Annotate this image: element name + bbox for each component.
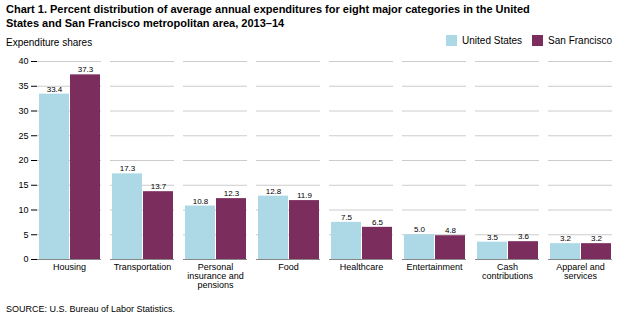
- svg-text:12.8: 12.8: [266, 186, 282, 195]
- html-text:United States: United States: [462, 34, 523, 46]
- html-text:Chart 1. Percent distribution: Chart 1. Percent distribution of average…: [6, 3, 530, 29]
- svg-text:3.2: 3.2: [591, 234, 603, 243]
- svg-text:Personalinsurance andpensions: Personalinsurance andpensions: [187, 261, 244, 289]
- html-text:Expenditure shares: Expenditure shares: [6, 37, 93, 48]
- svg-text:Cashcontributions: Cashcontributions: [482, 261, 534, 280]
- html-text:SOURCE: U.S. Bureau of Labor S: SOURCE: U.S. Bureau of Labor Statistics.: [6, 303, 176, 314]
- svg-text:Apparel andservices: Apparel andservices: [556, 261, 605, 280]
- svg-text:30: 30: [18, 105, 28, 115]
- svg-text:25: 25: [18, 130, 28, 140]
- svg-text:10: 10: [18, 204, 28, 214]
- svg-text:37.3: 37.3: [78, 65, 94, 74]
- svg-text:12.3: 12.3: [224, 189, 240, 198]
- svg-text:5.0: 5.0: [414, 225, 426, 234]
- svg-text:33.4: 33.4: [47, 84, 63, 93]
- svg-text:20: 20: [18, 155, 28, 165]
- svg-text:35: 35: [18, 81, 28, 91]
- svg-text:Food: Food: [278, 261, 299, 271]
- svg-text:3.2: 3.2: [560, 234, 572, 243]
- svg-text:0: 0: [23, 254, 28, 264]
- svg-text:40: 40: [18, 56, 28, 66]
- svg-text:15: 15: [18, 180, 28, 190]
- svg-text:6.5: 6.5: [372, 217, 384, 226]
- svg-text:5: 5: [23, 229, 28, 239]
- html-text:San Francisco: San Francisco: [548, 34, 612, 46]
- svg-text:Healthcare: Healthcare: [340, 261, 384, 271]
- svg-text:4.8: 4.8: [445, 226, 457, 235]
- svg-text:Entertainment: Entertainment: [406, 261, 463, 271]
- svg-text:3.5: 3.5: [487, 232, 499, 241]
- svg-text:17.3: 17.3: [120, 164, 136, 173]
- svg-text:7.5: 7.5: [341, 212, 353, 221]
- svg-text:11.9: 11.9: [297, 191, 313, 200]
- svg-text:10.8: 10.8: [193, 196, 209, 205]
- svg-text:Transportation: Transportation: [114, 261, 172, 271]
- svg-text:Housing: Housing: [53, 261, 86, 271]
- svg-text:13.7: 13.7: [151, 182, 167, 191]
- svg-text:3.6: 3.6: [518, 232, 530, 241]
